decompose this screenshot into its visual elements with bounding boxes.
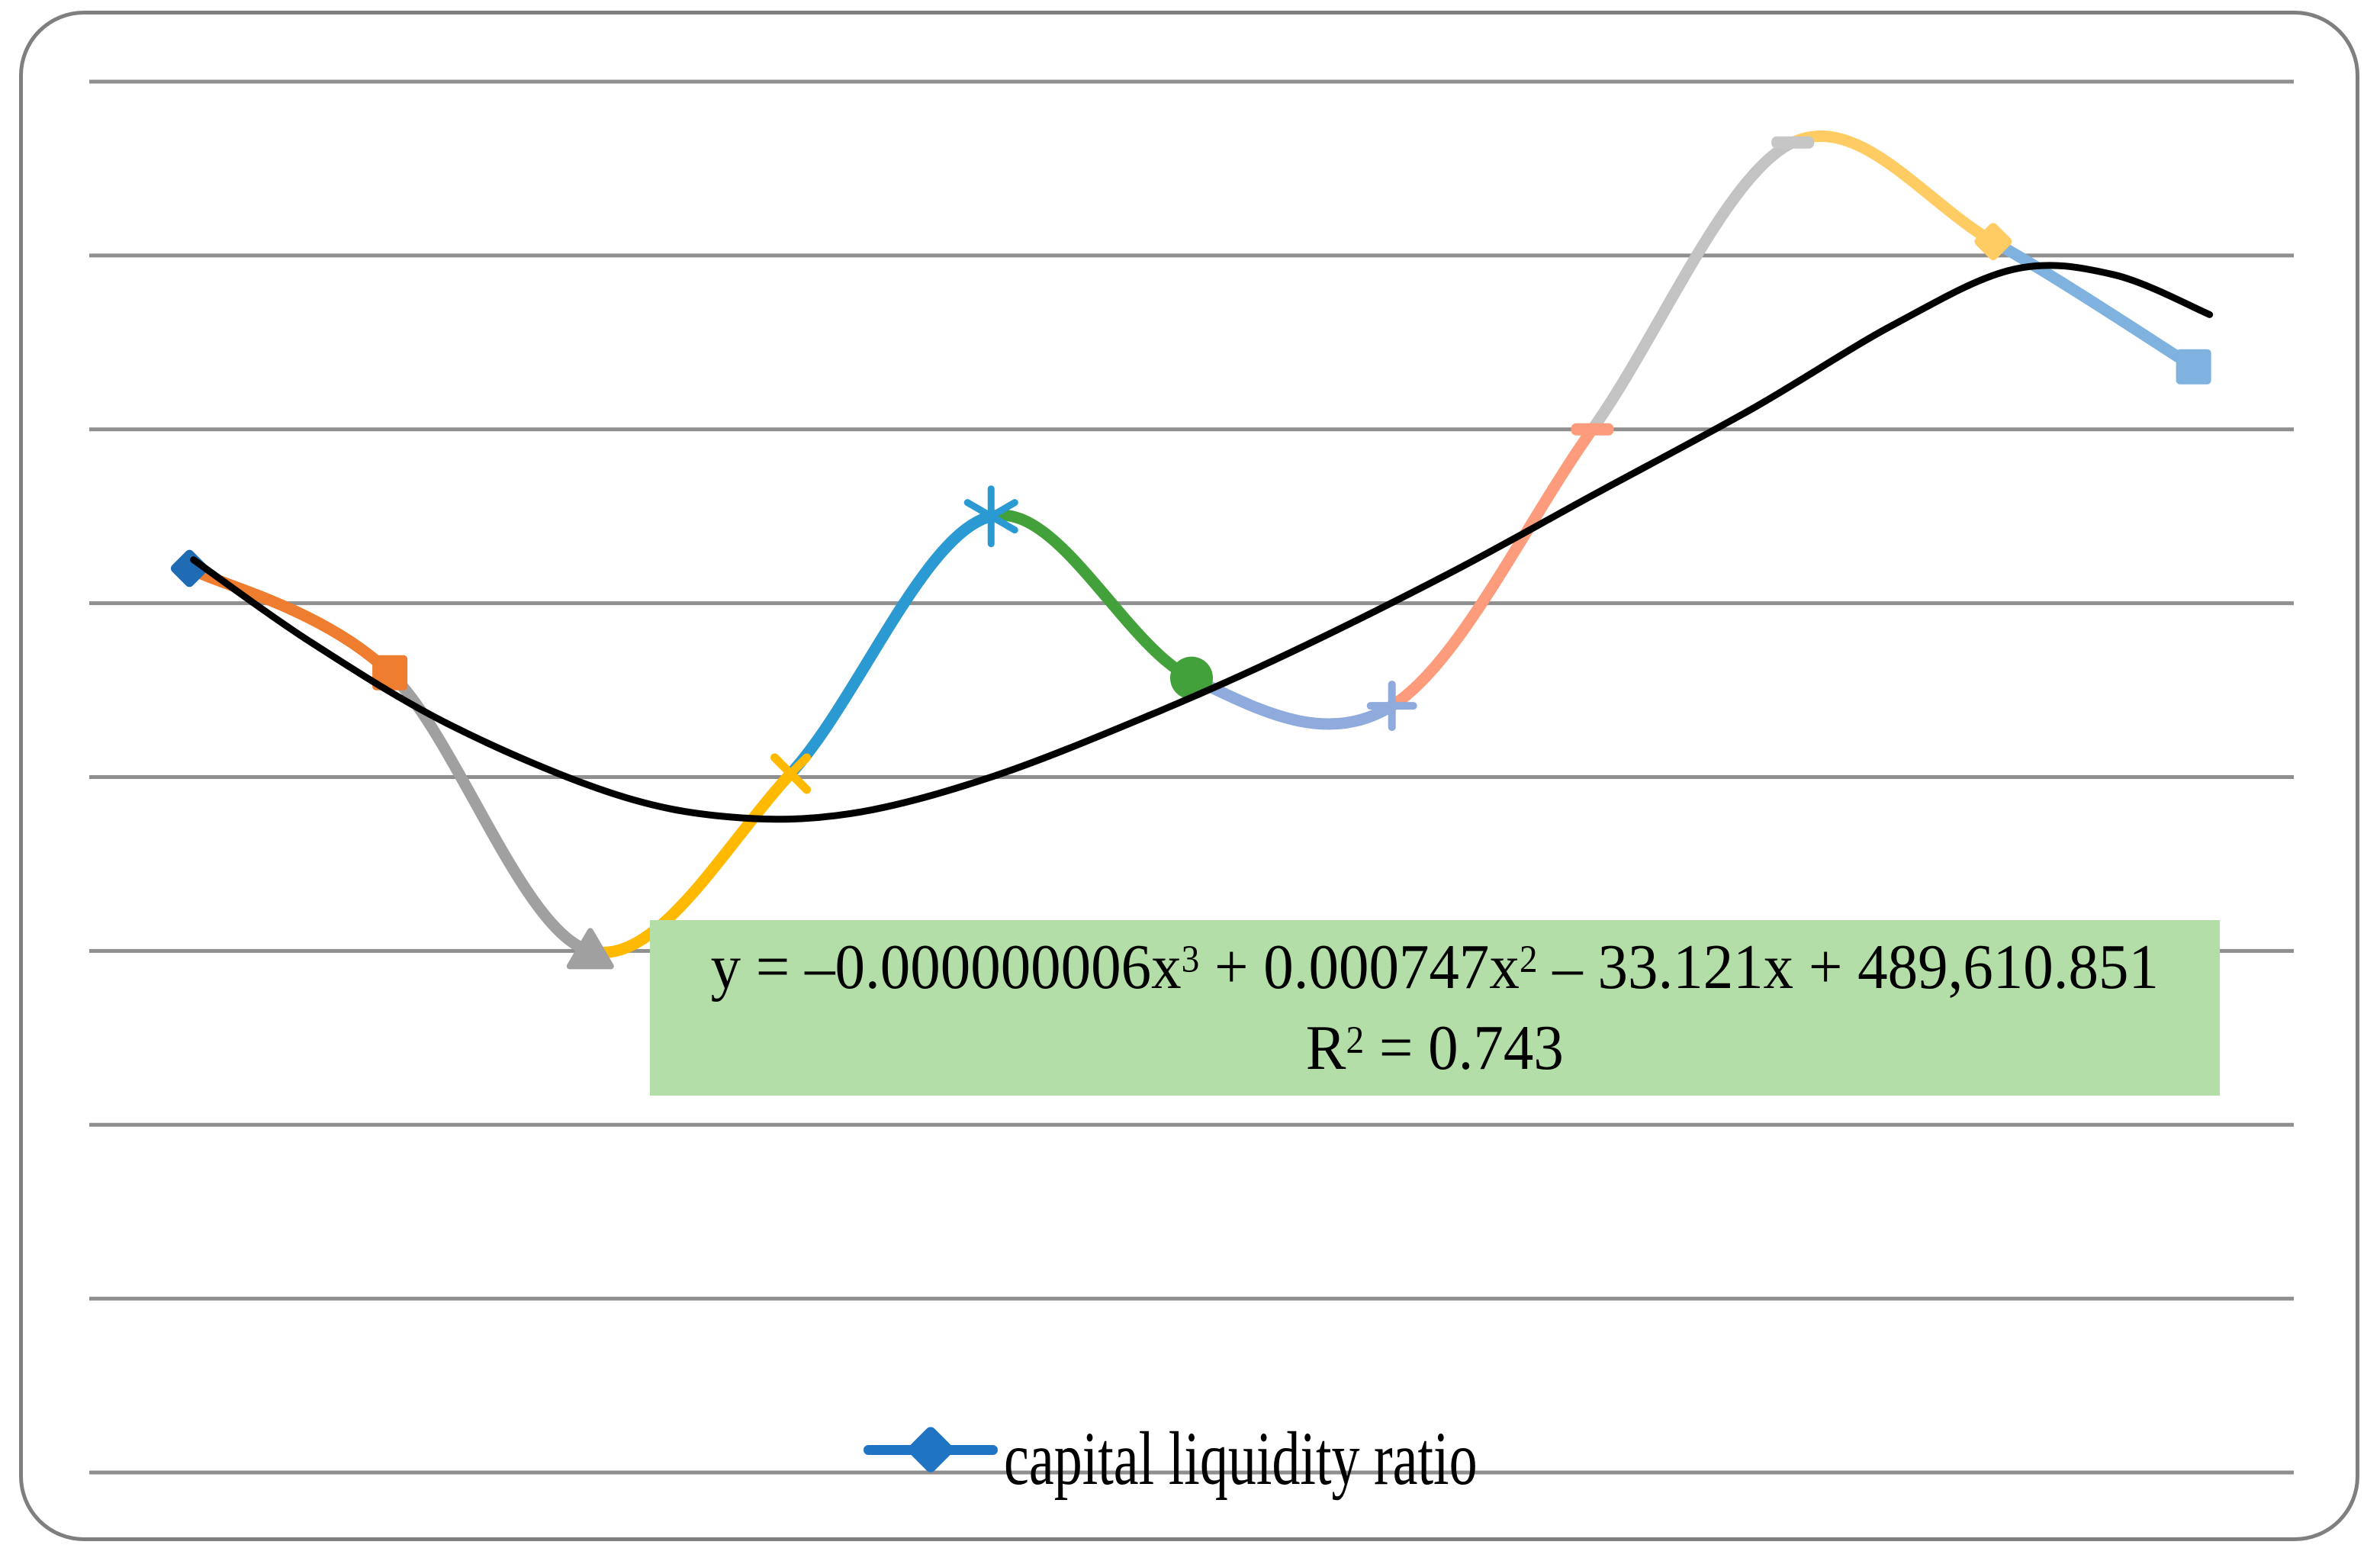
series-segment [985,509,1198,684]
trendline-label: y = –0.000000006x3 + 0.000747x2 – 33.121… [650,920,2220,1096]
marker-diamond [1974,223,2012,261]
marker-square [2176,349,2211,385]
equation-exponent: 2 [1520,937,1538,980]
r2-text: R [1305,1012,1346,1083]
legend-series-icon [864,1424,998,1475]
series-segment [584,768,797,958]
series-segment [1586,137,1799,436]
marker-asterisk [963,485,1018,548]
marker-triangle [566,928,614,970]
marker-dash [1771,136,1815,149]
trendline-equation: y = –0.000000006x3 + 0.000747x2 – 33.121… [711,927,2159,1008]
chart-frame [19,11,2359,1541]
equation-exponent: 3 [1181,937,1200,980]
marker-square [372,655,408,690]
trendline [190,262,2214,823]
equation-text: – 33.121x + 489,610.851 [1537,932,2160,1003]
r2-text: = 0.743 [1364,1012,1565,1083]
series-segment [1185,672,1398,730]
equation-text: y = –0.000000006x [710,932,1182,1003]
series-segment [785,510,997,780]
legend-label: capital liquidity ratio [1004,1416,1478,1501]
marker-x [770,753,812,794]
marker-plus [1366,681,1417,732]
series-segment [183,562,396,679]
marker-diamond [170,549,208,587]
marker-dash [1571,423,1614,436]
equation-text: + 0.000747x [1199,932,1520,1003]
marker-circle [1170,656,1213,700]
trendline-r-squared: R2 = 0.743 [1306,1008,1564,1089]
series-segment [1386,423,1598,712]
r2-exponent: 2 [1346,1018,1365,1061]
legend-diamond-icon [905,1424,956,1475]
series-segment [1787,130,1999,248]
